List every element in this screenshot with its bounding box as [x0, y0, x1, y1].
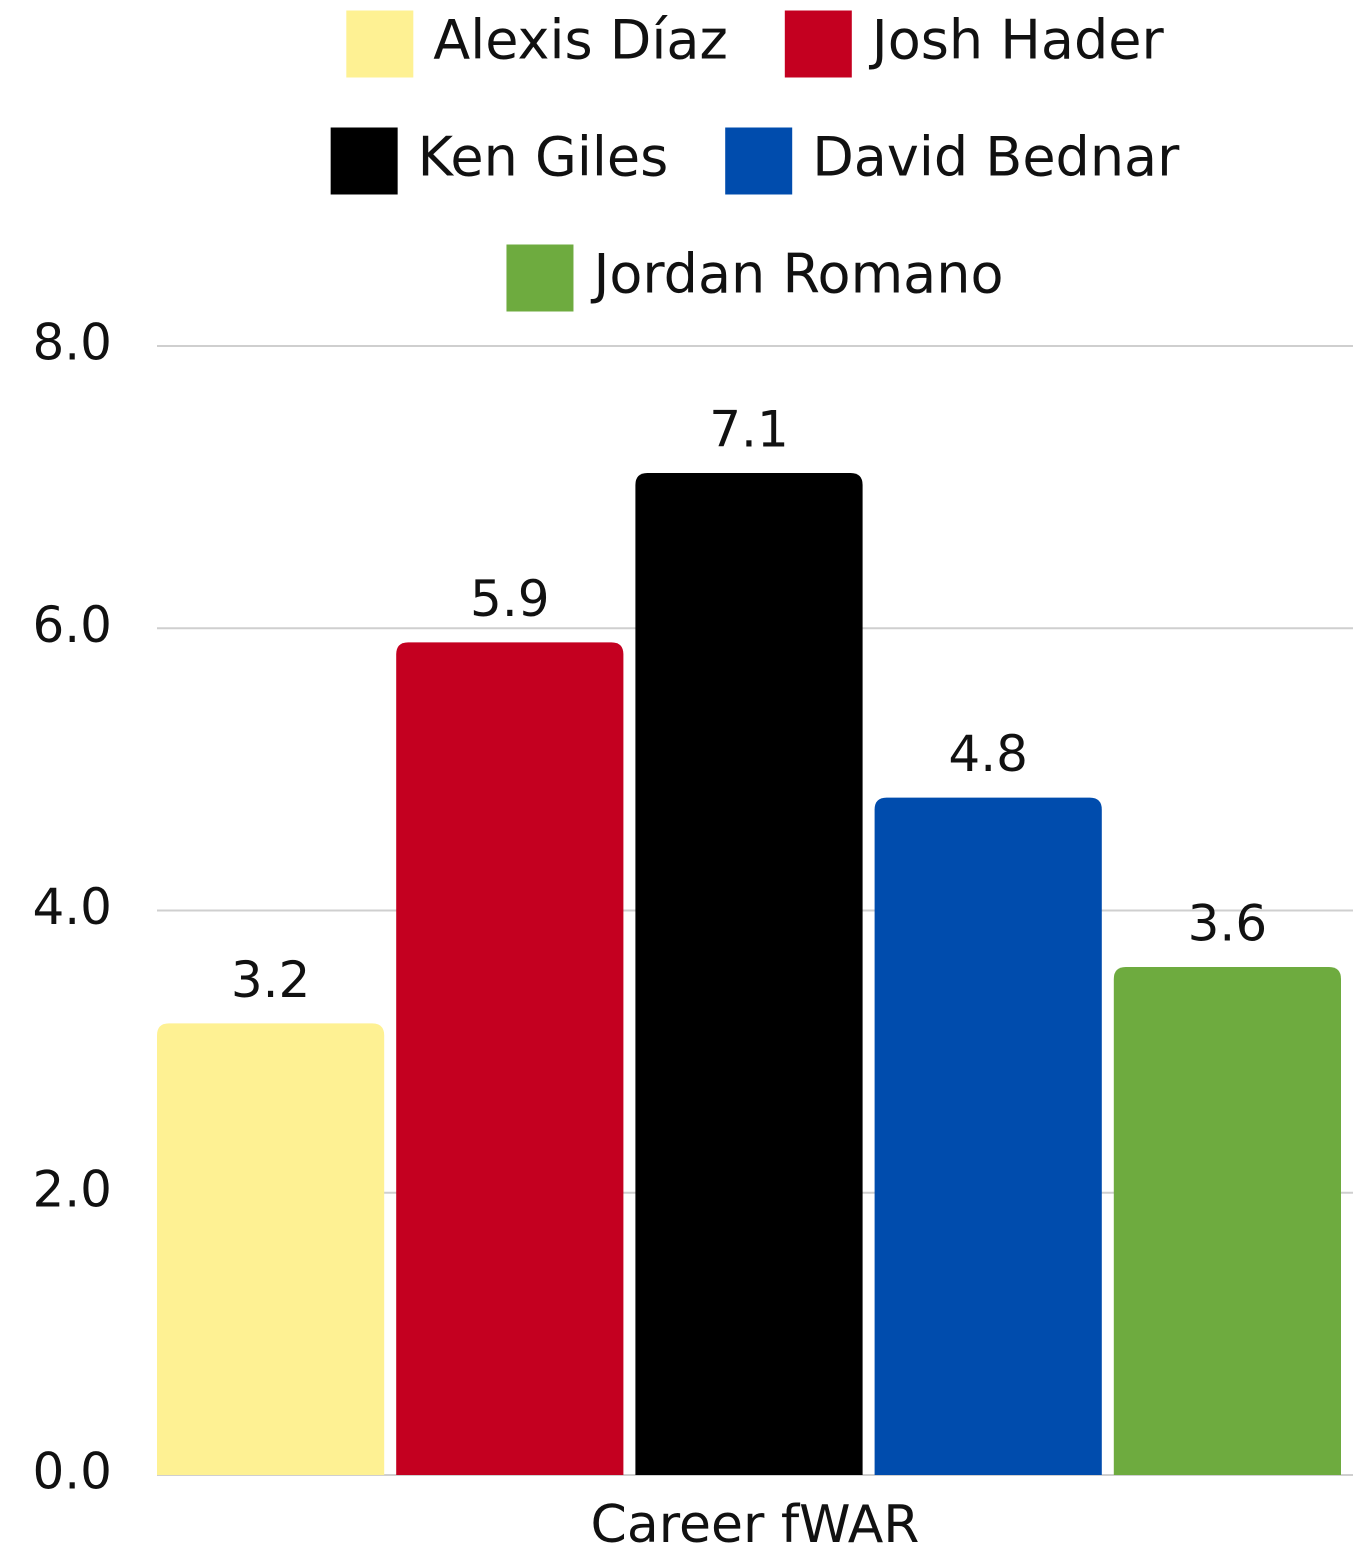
- bar: [875, 798, 1102, 1475]
- bar: [157, 1023, 384, 1475]
- value-label: 7.1: [709, 401, 789, 459]
- legend-swatch: [346, 11, 413, 78]
- chart: 0.0 2.0 4.0 6.0 8.0 3.2 5.9 7.1 4.8 3.6 Career fWA…: [0, 0, 1353, 1557]
- legend-label: Ken Giles: [418, 126, 669, 189]
- legend-swatch: [506, 245, 573, 312]
- y-tick-label: 8.0: [32, 314, 112, 372]
- bar: [1114, 967, 1341, 1475]
- legend-label: Alexis Díaz: [433, 9, 728, 72]
- y-tick-label: 0.0: [32, 1443, 112, 1501]
- legend-swatch: [785, 11, 852, 78]
- value-label: 3.6: [1188, 894, 1268, 952]
- legend-swatch: [331, 128, 398, 195]
- legend-label: David Bednar: [812, 126, 1180, 189]
- x-axis-label: Career fWAR: [591, 1495, 920, 1555]
- legend-swatch: [725, 128, 792, 195]
- bar: [396, 642, 623, 1475]
- legend-label: Josh Hader: [869, 9, 1165, 72]
- y-tick-label: 2.0: [32, 1160, 112, 1218]
- legend-label: Jordan Romano: [590, 243, 1003, 306]
- bar: [635, 473, 862, 1475]
- y-tick-label: 6.0: [32, 596, 112, 654]
- y-tick-label: 4.0: [32, 878, 112, 936]
- value-label: 5.9: [470, 570, 550, 628]
- page: 0.0 2.0 4.0 6.0 8.0 3.2 5.9 7.1 4.8 3.6 Career fWA…: [0, 0, 1353, 1557]
- value-label: 3.2: [231, 951, 311, 1009]
- value-label: 4.8: [948, 725, 1028, 783]
